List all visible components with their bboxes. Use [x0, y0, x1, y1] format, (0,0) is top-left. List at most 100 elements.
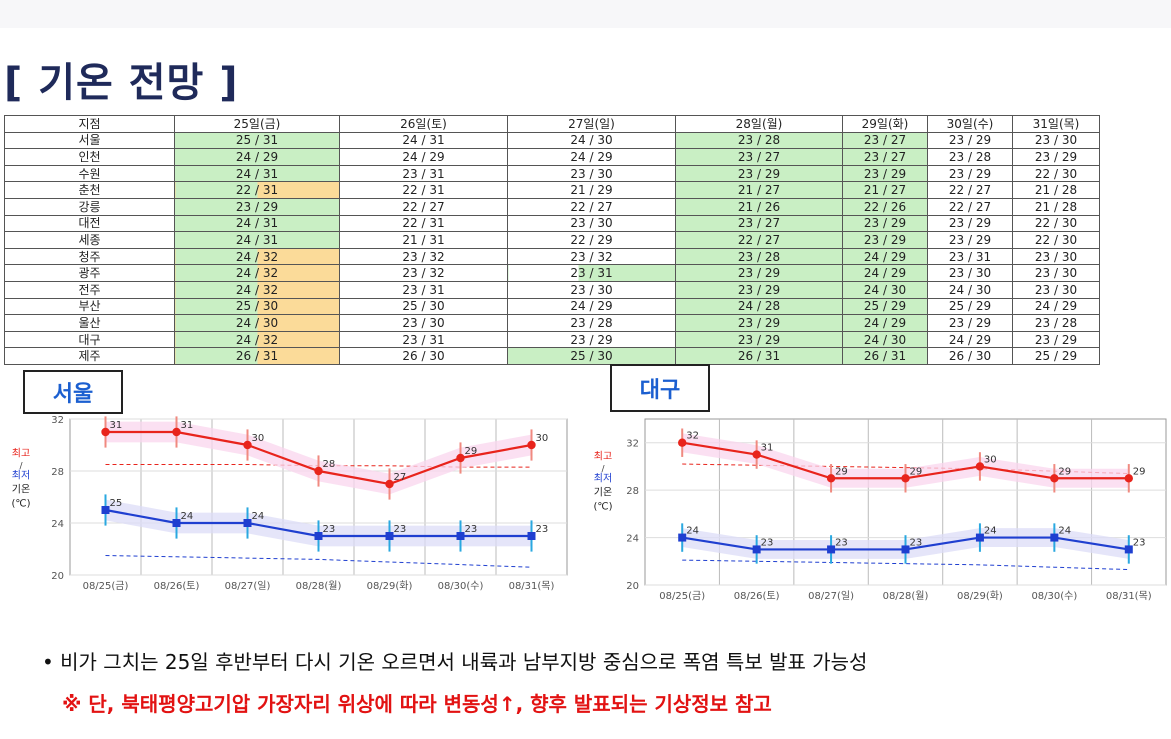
station-name: 울산 [4, 314, 175, 332]
temp-cell: 25 / 31 [174, 131, 340, 150]
temp-cell: 23 / 30 [507, 164, 676, 183]
min-point [456, 532, 465, 540]
max-data-label: 29 [835, 466, 848, 477]
temp-cell: 23 / 30 [1012, 247, 1100, 266]
temp-cell: 23 / 29 [675, 314, 843, 332]
x-tick-label: 08/26(토) [154, 581, 200, 592]
temp-cell: 23 / 27 [675, 148, 843, 166]
temp-cell: 24 / 31 [174, 231, 340, 249]
x-tick-label: 08/26(토) [734, 591, 780, 602]
temp-cell: 23 / 29 [675, 264, 843, 282]
max-data-label: 29 [465, 446, 478, 457]
temp-cell: 25 / 29 [842, 297, 928, 316]
temp-cell: 22 / 27 [927, 181, 1013, 199]
temp-cell: 24 / 29 [339, 148, 508, 166]
temp-cell: 24 / 30 [927, 280, 1013, 299]
max-data-label: 30 [252, 433, 265, 444]
table-row: 부산 25 / 30 25 / 30 24 / 29 24 / 28 25 / 29 25 … [4, 297, 1100, 316]
max-point [1050, 474, 1059, 483]
y-tick-label: 28 [51, 467, 64, 478]
x-tick-label: 08/31(목) [1106, 590, 1152, 602]
max-data-label: 32 [686, 431, 699, 442]
temp-cell: 22 / 31 [174, 181, 340, 199]
station-name: 제주 [4, 347, 175, 365]
x-tick-label: 08/28(월) [883, 590, 929, 602]
temp-cell: 23 / 29 [927, 231, 1013, 249]
temp-cell: 23 / 29 [174, 197, 340, 216]
temp-cell: 21 / 28 [1012, 181, 1100, 199]
temp-cell: 22 / 27 [927, 197, 1013, 216]
legend-unit: (℃) [11, 499, 30, 510]
temp-cell: 22 / 31 [339, 214, 508, 233]
temp-cell: 23 / 29 [1012, 148, 1100, 166]
station-name: 인천 [4, 148, 175, 166]
temp-cell: 24 / 29 [507, 148, 676, 166]
legend-sep: / [19, 462, 23, 472]
min-data-label: 24 [1058, 526, 1071, 537]
min-data-label: 23 [1133, 537, 1146, 548]
temp-cell: 23 / 27 [842, 131, 928, 150]
min-data-label: 23 [323, 524, 336, 535]
temp-cell: 24 / 30 [842, 280, 928, 299]
station-name: 세종 [4, 231, 175, 249]
max-range-band [105, 421, 532, 495]
min-point [975, 533, 984, 542]
max-data-label: 28 [323, 459, 336, 470]
temp-cell: 23 / 30 [1012, 280, 1100, 299]
table-row: 춘천 22 / 31 22 / 31 21 / 29 21 / 27 21 / 27 22 … [4, 181, 1100, 199]
legend-label: 기온 [12, 484, 30, 496]
forecast-table: 지점 25일(금) 26일(토) 27일(일) 28일(월) 29일(화) 30일(수) 31… [4, 115, 1100, 365]
temp-cell: 24 / 29 [842, 264, 928, 282]
min-point [678, 533, 687, 542]
temp-cell: 23 / 28 [927, 148, 1013, 166]
table-row: 대구 24 / 32 23 / 31 23 / 29 23 / 29 24 / 30 24 … [4, 330, 1100, 349]
min-point [527, 532, 536, 540]
header-day-4: 28일(월) [675, 115, 843, 133]
x-tick-label: 08/30(수) [1031, 590, 1077, 602]
temp-cell: 24 / 29 [507, 297, 676, 316]
temp-cell: 24 / 32 [174, 264, 340, 282]
temp-cell: 23 / 31 [339, 164, 508, 183]
min-point [1050, 533, 1059, 542]
min-point [1124, 545, 1133, 554]
y-tick-label: 20 [51, 571, 64, 582]
temp-cell: 24 / 29 [842, 314, 928, 332]
temp-cell: 23 / 32 [507, 247, 676, 266]
temp-cell: 23 / 31 [339, 330, 508, 349]
min-data-label: 23 [394, 524, 407, 535]
min-point [752, 545, 761, 554]
header-day-6: 30일(수) [927, 115, 1013, 133]
temp-cell: 24 / 28 [675, 297, 843, 316]
max-data-label: 29 [910, 466, 923, 477]
min-data-label: 23 [536, 524, 549, 535]
daegu-temperature-chart: 20 24 28 32 08/25(금) 08/26(토) 08/27(일) 08/28(월)… [593, 418, 1167, 602]
max-data-label: 29 [1133, 466, 1146, 477]
min-range-band [105, 499, 532, 547]
temp-cell: 23 / 29 [675, 280, 843, 299]
top-band [0, 0, 1171, 28]
normal-min-line [682, 559, 1129, 571]
max-point [527, 440, 536, 450]
x-tick-label: 08/29(화) [957, 590, 1003, 602]
y-tick-label: 24 [51, 519, 64, 530]
legend-min: 최저 [12, 470, 30, 482]
temp-cell: 24 / 29 [174, 148, 340, 166]
table-row: 청주 24 / 32 23 / 32 23 / 32 23 / 28 24 / 29 23 … [4, 247, 1100, 266]
legend-sep: / [601, 464, 605, 474]
table-row: 수원 24 / 31 23 / 31 23 / 30 23 / 29 23 / 29 23 … [4, 164, 1100, 183]
temp-cell: 24 / 32 [174, 247, 340, 266]
legend-max: 최고 [12, 448, 30, 460]
temp-cell: 22 / 30 [1012, 214, 1100, 233]
max-point [752, 450, 761, 459]
temp-cell: 23 / 29 [507, 330, 676, 349]
station-name: 강릉 [4, 197, 175, 216]
temp-cell: 23 / 29 [927, 214, 1013, 233]
temp-cell: 24 / 31 [174, 164, 340, 183]
bullet-text: • 비가 그치는 25일 후반부터 다시 기온 오르면서 내륙과 남부지방 중심… [42, 650, 868, 674]
max-point [172, 427, 181, 437]
temp-cell: 23 / 31 [927, 247, 1013, 266]
temp-cell: 22 / 27 [675, 231, 843, 249]
x-tick-label: 08/27(일) [808, 590, 854, 602]
max-data-label: 29 [1058, 466, 1071, 477]
x-tick-label: 08/25(금) [83, 580, 129, 592]
